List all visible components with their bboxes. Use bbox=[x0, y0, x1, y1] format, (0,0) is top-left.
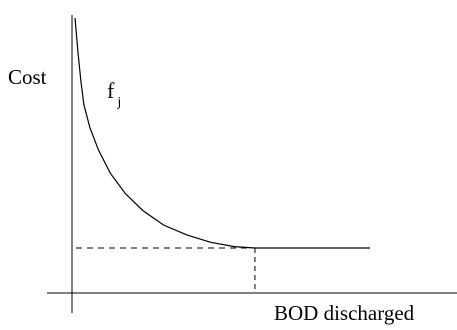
curve-label-base: f bbox=[107, 78, 115, 103]
curve-label-subscript: j bbox=[116, 95, 121, 110]
cost-curve-fj bbox=[74, 17, 370, 249]
x-axis-label: BOD discharged bbox=[274, 301, 415, 325]
y-axis-label: Cost bbox=[8, 65, 47, 89]
